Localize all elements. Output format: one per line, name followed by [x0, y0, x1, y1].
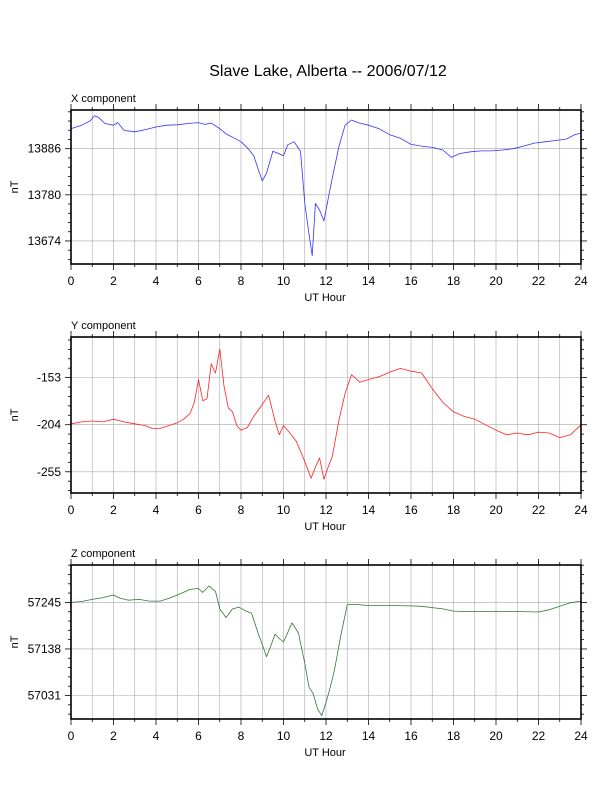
- x-tick-label: 24: [574, 503, 588, 517]
- x-tick-label: 20: [489, 729, 503, 743]
- x-tick-label: 24: [574, 274, 588, 288]
- x-tick-label: 22: [532, 274, 546, 288]
- y-tick-label: 13886: [28, 142, 62, 156]
- panel-title: Y component: [71, 320, 136, 332]
- y-axis-label: nT: [9, 635, 21, 648]
- x-tick-label: 12: [319, 503, 333, 517]
- series-line: [70, 585, 582, 716]
- x-tick-label: 20: [489, 274, 503, 288]
- x-tick-label: 4: [153, 274, 160, 288]
- y-tick-label: 13780: [28, 188, 62, 202]
- x-tick-label: 6: [195, 503, 202, 517]
- x-tick-label: 4: [153, 503, 160, 517]
- x-tick-label: 2: [110, 503, 117, 517]
- series-line: [70, 115, 582, 257]
- x-tick-label: 12: [319, 729, 333, 743]
- x-tick-label: 10: [277, 503, 291, 517]
- x-tick-label: 0: [68, 729, 75, 743]
- x-axis-label: UT Hour: [304, 521, 346, 533]
- series-line: [70, 348, 582, 480]
- x-tick-label: 10: [277, 274, 291, 288]
- x-tick-label: 20: [489, 503, 503, 517]
- x-tick-label: 8: [238, 729, 245, 743]
- panel-title: X component: [71, 93, 136, 105]
- x-tick-label: 8: [238, 503, 245, 517]
- y-tick-label: -255: [37, 465, 61, 479]
- x-tick-label: 14: [362, 503, 376, 517]
- x-tick-label: 14: [362, 274, 376, 288]
- y-tick-label: 57031: [28, 689, 62, 703]
- y-tick-label: 57245: [28, 595, 62, 609]
- y-tick-label: -153: [37, 371, 61, 385]
- x-tick-label: 0: [68, 274, 75, 288]
- y-tick-label: -204: [37, 418, 61, 432]
- x-tick-label: 22: [532, 729, 546, 743]
- x-tick-label: 2: [110, 729, 117, 743]
- x-tick-label: 16: [404, 729, 418, 743]
- panel-title: Z component: [71, 548, 135, 560]
- x-tick-label: 8: [238, 274, 245, 288]
- x-axis-label: UT Hour: [304, 292, 346, 304]
- x-tick-label: 22: [532, 503, 546, 517]
- x-tick-label: 4: [153, 729, 160, 743]
- x-tick-label: 16: [404, 274, 418, 288]
- x-tick-label: 18: [447, 503, 461, 517]
- x-tick-label: 0: [68, 503, 75, 517]
- x-tick-label: 16: [404, 503, 418, 517]
- x-tick-label: 10: [277, 729, 291, 743]
- y-axis-label: nT: [9, 408, 21, 421]
- x-tick-label: 6: [195, 729, 202, 743]
- x-tick-label: 18: [447, 729, 461, 743]
- x-tick-label: 6: [195, 274, 202, 288]
- x-tick-label: 12: [319, 274, 333, 288]
- x-tick-label: 2: [110, 274, 117, 288]
- x-tick-label: 14: [362, 729, 376, 743]
- x-tick-label: 18: [447, 274, 461, 288]
- y-tick-label: 57138: [28, 642, 62, 656]
- chart-title: Slave Lake, Alberta -- 2006/07/12: [209, 63, 447, 80]
- y-tick-label: 13674: [28, 234, 62, 248]
- x-axis-label: UT Hour: [304, 747, 346, 759]
- y-axis-label: nT: [9, 180, 21, 193]
- x-tick-label: 24: [574, 729, 588, 743]
